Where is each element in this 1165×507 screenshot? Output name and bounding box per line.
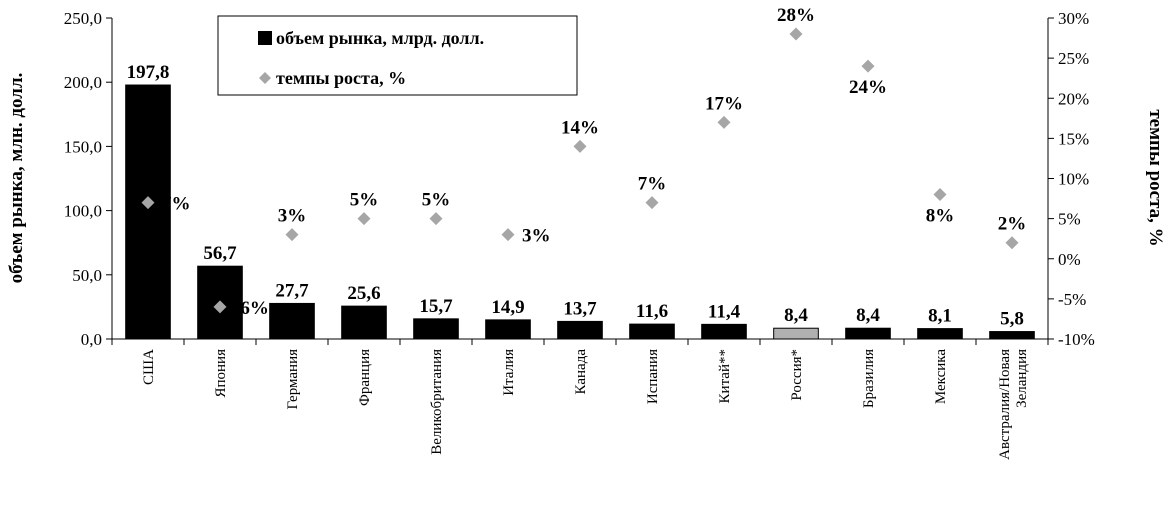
bar [341,305,387,340]
bar-value-label: 13,7 [563,298,597,319]
growth-marker [141,196,155,210]
bar-value-label: 8,4 [856,305,880,326]
growth-marker [861,59,875,73]
x-tick-label: Бразилия [861,349,877,408]
bar-value-label: 11,4 [708,301,741,322]
growth-marker [645,196,659,210]
y-tick-label: 50,0 [72,266,102,285]
x-tick-label: Италия [501,349,517,396]
bar [773,327,819,340]
y2-tick-label: 30% [1058,9,1089,28]
growth-marker [213,300,227,314]
growth-value-label: -6% [234,298,269,319]
bar [629,323,675,340]
bar [989,331,1035,340]
y-tick-label: 0,0 [81,330,102,349]
legend-swatch [258,31,272,45]
y2-tick-label: -5% [1058,290,1086,309]
growth-value-label: 3% [278,206,307,227]
y2-tick-label: 25% [1058,49,1089,68]
bar-value-label: 11,6 [636,301,668,322]
bar-value-label: 8,4 [784,305,808,326]
bar [413,318,459,340]
legend-swatch [259,72,271,84]
growth-value-label: 28% [777,5,815,26]
y-tick-label: 100,0 [64,202,102,221]
bar [845,327,891,340]
x-tick-label: Мексика [933,349,949,404]
x-tick-label: Франция [357,349,373,406]
growth-value-label: 24% [849,77,887,98]
bar-value-label: 27,7 [275,280,309,301]
bar-value-label: 14,9 [491,297,524,318]
growth-value-label: 8% [926,206,955,227]
bar [701,323,747,340]
bar [269,302,315,340]
x-tick-label: Япония [213,349,229,398]
y2-tick-label: 0% [1058,250,1081,269]
bar-value-label: 56,7 [203,243,237,264]
bar-value-label: 8,1 [928,306,952,327]
growth-marker [789,27,803,41]
x-tick-label: Китай** [717,349,733,403]
y-tick-label: 200,0 [64,73,102,92]
growth-marker [285,228,299,242]
growth-value-label: 5% [422,190,451,211]
legend-label: объем рынка, млрд. долл. [276,28,484,48]
y2-axis-title: темпы роста, % [1145,109,1165,246]
y2-tick-label: 10% [1058,170,1089,189]
growth-marker [1005,236,1019,250]
x-tick-label: Канада [573,349,589,395]
growth-value-label: 3% [522,226,551,247]
growth-marker [501,228,515,242]
legend-box [217,15,578,96]
growth-marker [429,212,443,226]
growth-value-label: 5% [350,190,379,211]
bar [557,320,603,340]
growth-marker [717,115,731,129]
bar-value-label: 15,7 [419,296,453,317]
y2-tick-label: 20% [1058,89,1089,108]
growth-value-label: 17% [705,93,743,114]
x-tick-label: Австралия/НоваяЗеландия [997,349,1030,460]
legend-label: темпы роста, % [276,68,406,88]
bar [917,328,963,340]
x-tick-label: Россия* [789,349,805,401]
bar [125,84,171,340]
y2-tick-label: 15% [1058,129,1089,148]
growth-marker [933,188,947,202]
y2-tick-label: -10% [1058,330,1095,349]
bar-value-label: 25,6 [347,283,380,304]
x-tick-label: Испания [645,349,661,404]
growth-value-label: 14% [561,117,599,138]
growth-value-label: 2% [998,214,1027,235]
growth-marker [357,212,371,226]
bar-value-label: 197,8 [127,62,170,83]
x-tick-label: Германия [285,349,301,410]
growth-marker [573,139,587,153]
bar [485,319,531,340]
x-tick-label: Великобритания [429,349,445,455]
y-tick-label: 250,0 [64,9,102,28]
x-tick-label: США [141,349,157,385]
bar-value-label: 5,8 [1000,309,1024,330]
growth-value-label: 7% [162,194,191,215]
y-axis-title: объем рынка, млн. долл. [6,73,27,284]
y-tick-label: 150,0 [64,137,102,156]
y2-tick-label: 5% [1058,210,1081,229]
growth-value-label: 7% [638,174,667,195]
